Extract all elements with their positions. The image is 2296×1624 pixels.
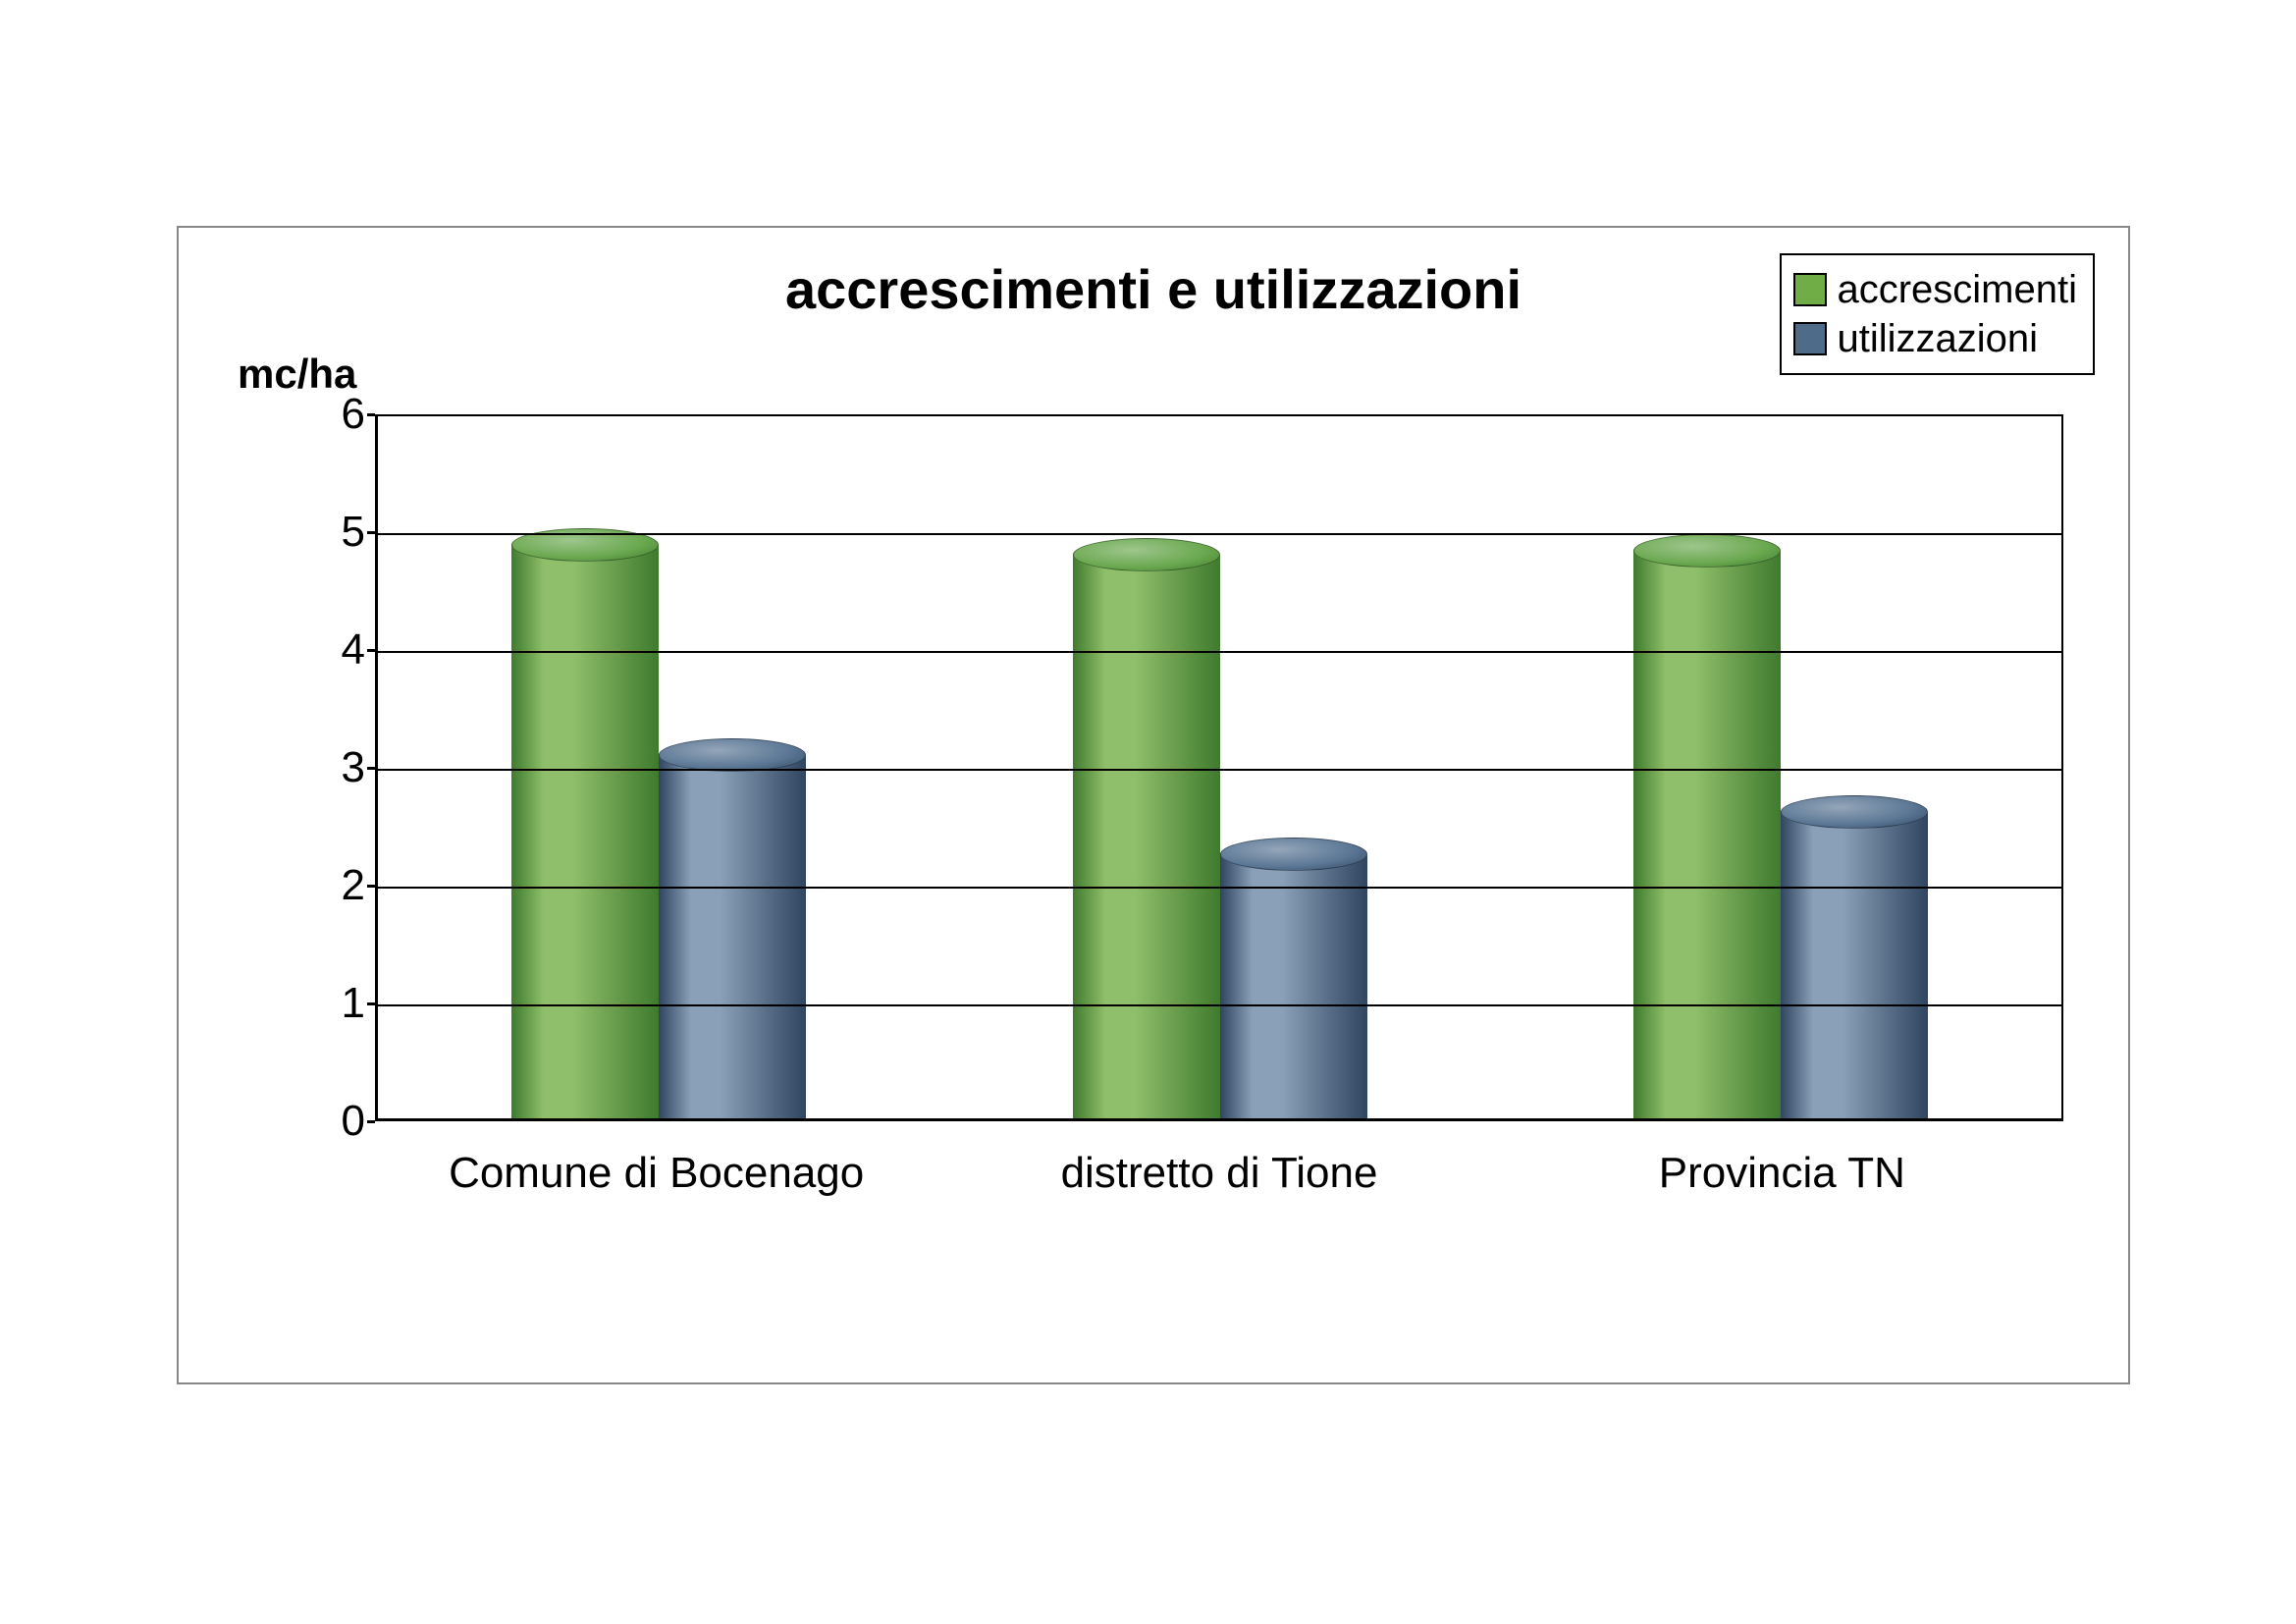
bar-body — [659, 755, 806, 1118]
legend-label: utilizzazioni — [1837, 314, 2038, 363]
y-tick-label: 4 — [316, 625, 365, 675]
bar-accrescimenti — [1073, 555, 1220, 1118]
bar-utilizzazioni — [1220, 854, 1367, 1118]
y-tick-label: 1 — [316, 979, 365, 1028]
y-tick-mark — [367, 413, 375, 416]
y-tick-mark — [367, 767, 375, 770]
grid-line — [378, 651, 2061, 653]
bar-utilizzazioni — [659, 755, 806, 1118]
legend: accrescimenti utilizzazioni — [1780, 253, 2095, 375]
y-tick-mark — [367, 1002, 375, 1005]
bar-utilizzazioni — [1781, 812, 1928, 1118]
legend-item-accrescimenti: accrescimenti — [1793, 265, 2077, 314]
chart-frame: accrescimenti e utilizzazioni mc/ha accr… — [177, 226, 2130, 1384]
plot-area — [375, 414, 2063, 1121]
bar-body — [1073, 555, 1220, 1118]
y-tick-mark — [367, 885, 375, 888]
y-tick-label: 0 — [316, 1097, 365, 1146]
y-tick-label: 6 — [316, 390, 365, 439]
bar-body — [511, 545, 659, 1118]
bar-group — [939, 416, 1501, 1118]
bar-accrescimenti — [511, 545, 659, 1118]
y-tick-mark — [367, 531, 375, 534]
bar-top-ellipse — [1633, 534, 1781, 568]
x-tick-label: Comune di Bocenago — [375, 1146, 937, 1200]
x-tick-label: Provincia TN — [1501, 1146, 2063, 1200]
page: accrescimenti e utilizzazioni mc/ha accr… — [0, 0, 2296, 1624]
bar-group — [1500, 416, 2061, 1118]
bars-container — [378, 416, 2061, 1118]
grid-line — [378, 887, 2061, 889]
legend-swatch-icon — [1793, 322, 1827, 355]
bar-body — [1781, 812, 1928, 1118]
grid-line — [378, 533, 2061, 535]
x-tick-label: distretto di Tione — [937, 1146, 1500, 1200]
bar-top-ellipse — [1220, 838, 1367, 871]
bar-top-ellipse — [1781, 795, 1928, 829]
y-tick-label: 3 — [316, 743, 365, 792]
bar-accrescimenti — [1633, 551, 1781, 1118]
y-tick-label: 2 — [316, 861, 365, 910]
x-axis-labels: Comune di Bocenagodistretto di TioneProv… — [375, 1146, 2063, 1200]
legend-item-utilizzazioni: utilizzazioni — [1793, 314, 2077, 363]
grid-line — [378, 1004, 2061, 1006]
legend-swatch-icon — [1793, 273, 1827, 306]
bar-body — [1220, 854, 1367, 1118]
y-tick-label: 5 — [316, 508, 365, 557]
bar-body — [1633, 551, 1781, 1118]
grid-line — [378, 769, 2061, 771]
y-tick-mark — [367, 1120, 375, 1123]
y-tick-mark — [367, 649, 375, 652]
bar-group — [378, 416, 939, 1118]
legend-label: accrescimenti — [1837, 265, 2077, 314]
